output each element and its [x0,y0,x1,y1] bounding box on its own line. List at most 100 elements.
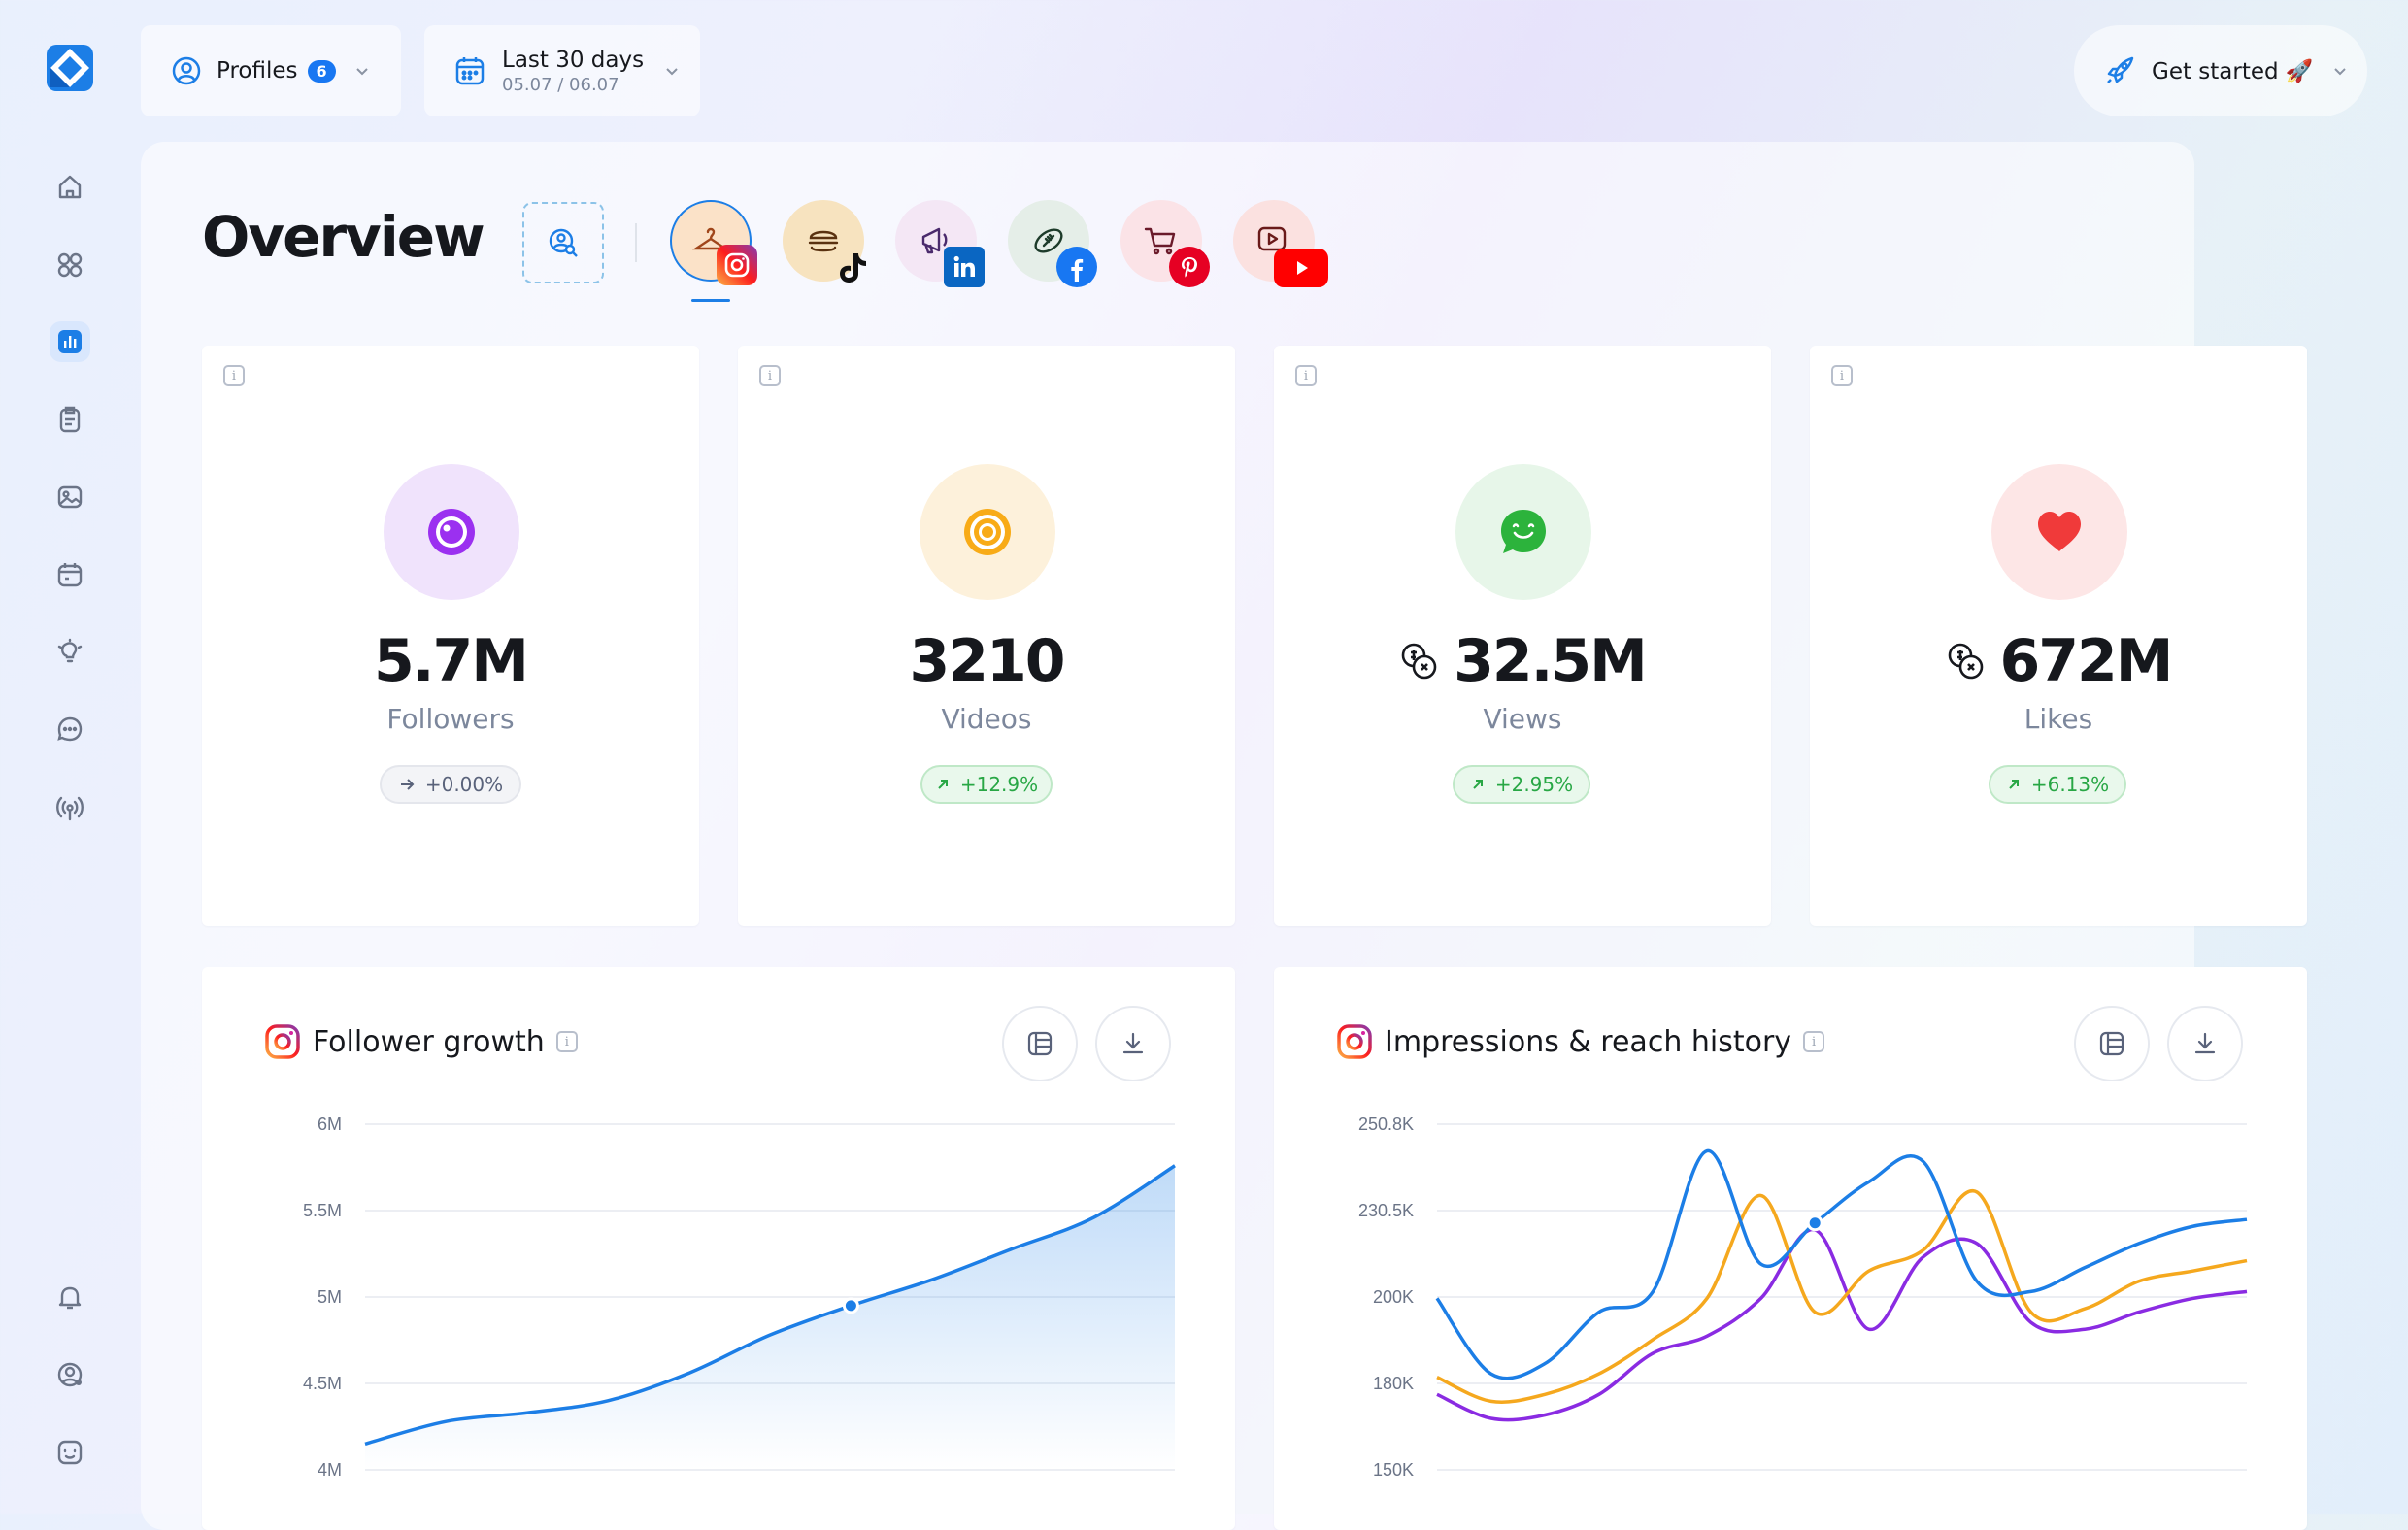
arrow-right-icon [400,779,415,790]
profiles-count-badge: 6 [307,59,336,83]
info-icon[interactable]: i [555,1031,578,1052]
impressions-chart: 250.8K 230.5K 200K 180K 150K [1358,1114,2248,1480]
page-title: Overview [202,204,485,270]
youtube-icon [1274,249,1328,287]
stat-change-badge: +0.00% [380,765,521,804]
stat-value: 3210 [909,627,1066,695]
get-started-button[interactable]: Get started 🚀 [2074,25,2367,116]
stat-change-badge: +2.95% [1453,765,1590,804]
info-icon[interactable]: i [759,365,781,386]
calendar-icon[interactable] [50,554,90,595]
burger-icon [808,230,839,252]
instagram-icon [1337,1024,1372,1059]
facebook-icon [1056,247,1097,287]
instagram-icon [265,1024,300,1059]
series-line-series-2 [1436,1188,2248,1404]
stat-change-value: +6.13% [2030,773,2110,796]
chat-icon[interactable] [50,709,90,749]
y-tick-label: 250.8K [1358,1114,1414,1134]
megaphone-icon [921,227,948,254]
stat-label: Videos [941,703,1032,735]
chart-title: Impressions & reach history [1385,1024,1792,1059]
y-tick-label: 150K [1373,1460,1414,1480]
all-profiles-button[interactable] [522,202,604,283]
info-icon[interactable]: i [1831,365,1853,386]
arrow-up-right-icon [1473,780,1483,789]
follower-line [364,1164,1176,1446]
follower-growth-chart: 6M 5.5M 5M 4.5M 4M [303,1114,1176,1480]
chevron-down-icon [355,68,368,76]
stat-card-followers: i 5.7M Followers +0.00% [202,346,699,926]
y-tick-label: 5.5M [303,1201,342,1220]
image-icon[interactable] [50,477,90,517]
table-view-button[interactable] [1002,1006,1078,1081]
stat-card-videos: i 3210 Videos +12.9% [738,346,1235,926]
profile-food-tiktok[interactable] [783,200,866,283]
pinterest-icon [1169,247,1210,287]
profile-circle-icon [172,56,201,85]
date-range-dropdown[interactable]: Last 30 days 05.07 / 06.07 [424,25,700,116]
ideas-icon[interactable] [50,632,90,673]
download-icon [2194,1032,2216,1054]
profile-sports-facebook[interactable] [1008,200,1097,287]
videos-icon [920,464,1055,600]
follower-area [365,1165,1175,1470]
y-tick-label: 4M [318,1460,342,1480]
stat-change-badge: +12.9% [920,765,1053,804]
calendar-icon [455,57,485,85]
y-tick-label: 4.5M [303,1374,342,1393]
stat-value: 5.7M [374,627,529,695]
profile-shop-pinterest[interactable] [1120,200,1210,287]
get-started-label: Get started 🚀 [2152,58,2314,84]
stat-change-value: +2.95% [1494,773,1574,796]
chevron-down-icon [666,68,678,76]
account-icon[interactable] [50,1354,90,1395]
analytics-icon[interactable] [50,321,90,362]
stat-label: Likes [2023,703,2093,735]
highlight-point [1806,1214,1823,1232]
football-icon [1034,228,1063,253]
home-icon[interactable] [50,167,90,208]
stat-value: 672M [1999,627,2174,695]
clipboard-icon[interactable] [50,399,90,440]
highlight-point [842,1297,859,1314]
stat-change-value: +12.9% [959,773,1039,796]
tiktok-icon [831,247,872,287]
followers-icon [384,464,519,600]
date-range-label: Last 30 days [502,47,645,73]
instagram-icon [717,245,757,285]
bell-icon[interactable] [50,1277,90,1317]
stat-value: 32.5M [1454,627,1648,695]
info-icon[interactable]: i [1803,1031,1825,1052]
info-icon[interactable]: i [1295,365,1317,386]
download-icon [1122,1032,1144,1054]
cart-icon [1144,227,1176,255]
views-icon [1455,464,1591,600]
active-profile-indicator [691,299,730,302]
profile-marketing-linkedin[interactable] [895,200,985,287]
profile-fashion-instagram[interactable] [670,200,757,285]
apps-grid-icon[interactable] [50,245,90,285]
stat-label: Views [1483,703,1562,735]
table-view-button[interactable] [2074,1006,2150,1081]
download-button[interactable] [2167,1006,2243,1081]
arrow-up-right-icon [2009,780,2019,789]
stat-card-likes: i 672M Likes +6.13% [1810,346,2307,926]
hanger-icon [692,227,729,250]
stat-change-value: +0.00% [424,773,504,796]
feedback-icon[interactable] [50,1432,90,1473]
broadcast-icon[interactable] [50,787,90,828]
coins-icon [1401,643,1437,680]
profiles-dropdown[interactable]: Profiles 6 [141,25,401,116]
profile-video-youtube[interactable] [1233,200,1328,287]
y-tick-label: 200K [1373,1287,1414,1307]
info-icon[interactable]: i [223,365,245,386]
download-button[interactable] [1095,1006,1171,1081]
follower-growth-card: Follower growth i 6M 5.5M 5M 4.5M 4M [202,967,1235,1530]
stat-label: Followers [386,703,515,735]
stat-card-views: i 32.5M Views +2.95% [1274,346,1771,926]
app-logo[interactable] [45,43,95,93]
coins-icon [1948,643,1983,680]
sidebar [0,0,136,1514]
arrow-up-right-icon [938,780,948,789]
